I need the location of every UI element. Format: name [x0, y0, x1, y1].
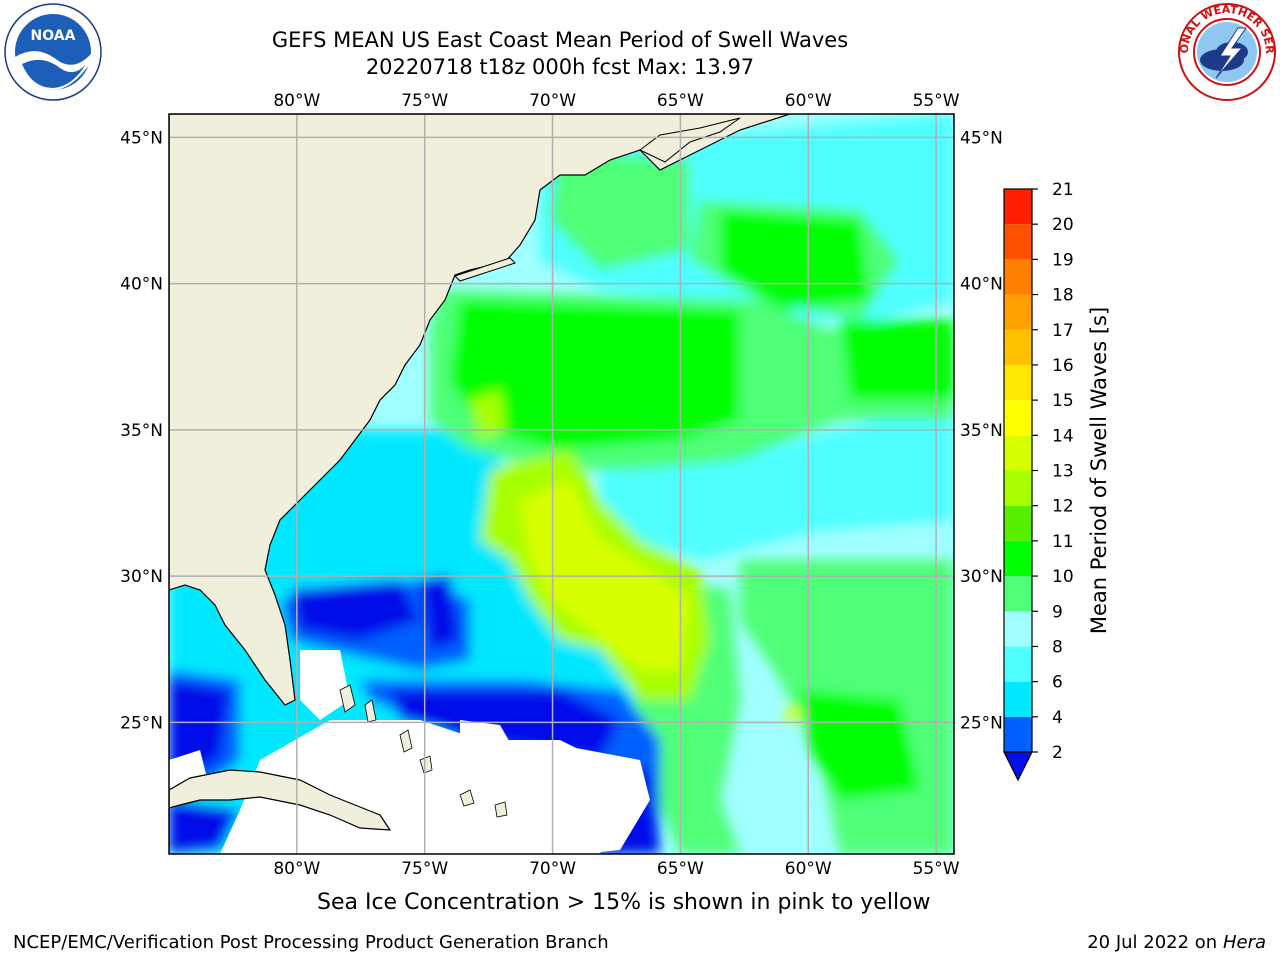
lat-label-left: 25°N	[120, 713, 163, 733]
lon-label-top: 75°W	[401, 91, 448, 111]
lat-label-right: 30°N	[960, 567, 1003, 587]
lon-label-bottom: 70°W	[529, 859, 576, 879]
colorbar-tick-label: 2	[1052, 743, 1063, 763]
colorbar-tick-label: 19	[1052, 250, 1074, 270]
colorbar-bin	[1004, 364, 1032, 401]
lat-label-right: 45°N	[960, 128, 1003, 148]
colorbar-tick-label: 12	[1052, 497, 1074, 517]
nws-logo-icon: NATIONAL WEATHER SERVICE	[1176, 2, 1276, 101]
noaa-logo-text: NOAA	[31, 28, 76, 44]
lon-label-top: 60°W	[785, 91, 832, 111]
colorbar-bin	[1004, 576, 1032, 612]
colorbar-bin	[1004, 716, 1032, 752]
colorbar-tick-label: 11	[1052, 532, 1074, 552]
lon-label-top: 65°W	[657, 91, 704, 111]
colorbar-bin	[1004, 329, 1032, 365]
chart-title: GEFS MEAN US East Coast Mean Period of S…	[271, 28, 849, 52]
colorbar-bin	[1004, 540, 1032, 577]
sea-ice-note: Sea Ice Concentration > 15% is shown in …	[317, 890, 931, 915]
lon-label-top: 80°W	[273, 91, 320, 111]
footer-credit: NCEP/EMC/Verification Post Processing Pr…	[13, 932, 609, 953]
lon-label-bottom: 80°W	[273, 859, 320, 879]
lat-label-left: 40°N	[120, 275, 163, 295]
lat-label-right: 35°N	[960, 421, 1003, 441]
map-field	[169, 114, 954, 854]
colorbar: 2 4 6 8 9 10 11 12 13 14 15 16 17 18 19 20 21 Mean Period…	[1003, 180, 1111, 782]
colorbar-tick-label: 13	[1052, 462, 1074, 482]
colorbar-bin	[1004, 400, 1032, 436]
colorbar-tick-label: 15	[1052, 391, 1074, 411]
colorbar-bin	[1004, 189, 1032, 225]
map-grid	[169, 114, 954, 854]
lon-label-bottom: 55°W	[913, 859, 960, 879]
colorbar-bin	[1004, 470, 1032, 506]
lon-label-bottom: 75°W	[401, 859, 448, 879]
lat-label-left: 35°N	[120, 421, 163, 441]
colorbar-tick-label: 9	[1052, 602, 1063, 622]
colorbar-tick-label: 16	[1052, 356, 1074, 376]
colorbar-bin	[1004, 681, 1032, 717]
colorbar-tick-label: 4	[1052, 708, 1063, 728]
colorbar-tick-label: 17	[1052, 321, 1074, 341]
colorbar-tick-label: 21	[1052, 180, 1074, 200]
lat-label-right: 40°N	[960, 275, 1003, 295]
chart-subtitle: 20220718 t18z 000h fcst Max: 13.97	[365, 55, 755, 79]
noaa-logo-icon: NOAA	[4, 3, 102, 101]
colorbar-bin	[1004, 611, 1032, 647]
colorbar-bin	[1004, 435, 1032, 471]
lon-label-bottom: 60°W	[785, 859, 832, 879]
map-frame	[168, 113, 955, 855]
colorbar-label: Mean Period of Swell Waves [s]	[1087, 307, 1111, 634]
lon-label-top: 55°W	[913, 91, 960, 111]
footer-date-text: 20 Jul 2022 on	[1087, 932, 1223, 953]
colorbar-tick-label: 6	[1052, 673, 1063, 693]
footer-date: 20 Jul 2022 on Hera	[1087, 932, 1266, 953]
lat-label-right: 25°N	[960, 713, 1003, 733]
colorbar-tick-label: 8	[1052, 637, 1063, 657]
colorbar-under-arrow	[1003, 751, 1033, 782]
lon-label-bottom: 65°W	[657, 859, 704, 879]
colorbar-bin	[1004, 294, 1032, 330]
colorbar-tick-label: 20	[1052, 215, 1074, 235]
land-mass	[169, 114, 791, 831]
colorbar-bin	[1004, 259, 1032, 295]
footer-machine: Hera	[1222, 932, 1266, 953]
colorbar-bin	[1004, 224, 1032, 260]
lat-label-left: 45°N	[120, 128, 163, 148]
colorbar-bin	[1004, 505, 1032, 541]
colorbar-tick-label: 14	[1052, 426, 1074, 446]
colorbar-tick-label: 18	[1052, 286, 1074, 306]
lon-label-top: 70°W	[529, 91, 576, 111]
colorbar-bin	[1004, 646, 1032, 682]
colorbar-tick-label: 10	[1052, 567, 1074, 587]
lat-label-left: 30°N	[120, 567, 163, 587]
